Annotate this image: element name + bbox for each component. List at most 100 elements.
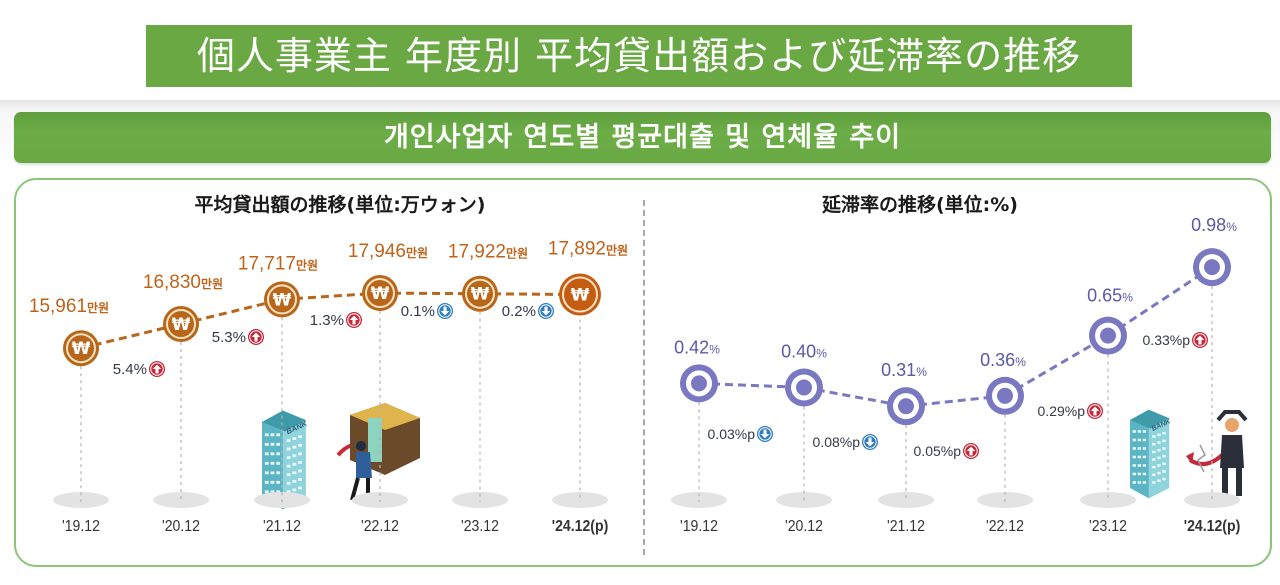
up-arrow-icon [1087, 403, 1103, 419]
bank-window [1157, 464, 1161, 467]
bank-window [276, 480, 281, 484]
coin-ring [465, 278, 495, 309]
bank-window [1152, 465, 1156, 469]
bank-window [286, 456, 291, 460]
badge-arrow [966, 446, 976, 456]
change-label: 0.1% [401, 303, 435, 320]
bank-window [1137, 447, 1142, 450]
delinquency-chart: '19.12 '20.12 '21.12 '22.12 '23.12 '24.12(p) 0… [671, 215, 1240, 535]
bank-window [1132, 438, 1136, 442]
bank-window [286, 447, 291, 451]
bank-window [1157, 479, 1161, 483]
bank-window [1142, 481, 1147, 484]
bank-window [286, 464, 291, 468]
badge-arrow [865, 437, 875, 447]
badge-arrow [152, 364, 162, 374]
bank-window [1157, 441, 1161, 444]
ring-center [997, 387, 1013, 404]
down-arrow-icon [862, 434, 878, 450]
money-band [368, 418, 382, 462]
stressed-businessman-icon [1186, 410, 1248, 496]
bank-window [264, 490, 269, 494]
korean-title-banner: 개인사업자 연도별 평균대출 및 연체율 추이 [14, 112, 1271, 163]
change-label: 5.3% [212, 329, 246, 346]
bank-window [1132, 430, 1136, 433]
badge-ring [964, 444, 978, 458]
target-ring-icon [1193, 248, 1231, 287]
bank-window [292, 488, 297, 492]
data-label: 0.31% [881, 360, 927, 380]
coin-outer [559, 273, 601, 316]
data-label: 17,946만원 [348, 241, 428, 262]
won-coin-icon: ₩ [362, 275, 398, 312]
bank-window [1162, 462, 1166, 466]
badge-arrow [1090, 406, 1100, 416]
ground-shadow [452, 492, 508, 508]
change-label: 0.29%p [1038, 403, 1086, 419]
data-label: 16,830만원 [143, 272, 223, 293]
badge-ring [1193, 333, 1207, 347]
bank-window [264, 461, 269, 465]
series-segment [1107, 265, 1213, 337]
ring-center [796, 379, 812, 396]
bank-window [1162, 447, 1166, 450]
ring-center [691, 375, 707, 392]
ring-center [1204, 259, 1220, 276]
bank-window [1152, 481, 1156, 484]
bank-window [1142, 464, 1147, 467]
bank-roof [1130, 409, 1170, 429]
badge-ring [758, 427, 772, 441]
bank-window [298, 486, 302, 490]
delinquency-chart-title: 延滞率の推移(単位:%) [821, 194, 1018, 216]
broken-link [1197, 444, 1206, 473]
bank-window [286, 481, 291, 485]
bank-window [1162, 431, 1166, 435]
red-arrow [1188, 453, 1224, 466]
x-tick-label: '20.12 [785, 517, 823, 535]
bank-window [1132, 455, 1136, 459]
data-label: 17,892만원 [548, 239, 628, 260]
coin-outer [462, 275, 498, 312]
bank-window [270, 490, 275, 494]
won-coin-icon: ₩ [264, 281, 300, 318]
coin-ring [267, 284, 297, 315]
target-ring-icon [986, 376, 1024, 415]
change-label: 0.2% [502, 303, 536, 320]
badge-arrow [541, 306, 551, 316]
bank-window [1142, 438, 1147, 442]
ground-shadow [552, 492, 608, 508]
x-tick-label: '23.12 [461, 517, 499, 535]
bank-window [1162, 454, 1166, 458]
target-ring-icon [785, 368, 823, 407]
bank-window [292, 462, 297, 466]
bank-window [264, 452, 269, 456]
down-arrow-icon [538, 303, 554, 319]
ground-shadow [352, 492, 408, 508]
badge-ring [438, 304, 452, 318]
data-label: 17,717만원 [238, 253, 318, 274]
bank-window [270, 433, 275, 437]
ground-shadow [1080, 492, 1136, 508]
loan-chart-title: 平均貸出額の推移(単位:万ウォン) [194, 194, 486, 216]
won-coin-icon: ₩ [163, 306, 199, 343]
money-top [350, 403, 420, 430]
coin-ring [562, 276, 598, 313]
bank-window [1152, 450, 1156, 454]
won-symbol: ₩ [471, 285, 490, 305]
man-legs [1222, 468, 1242, 496]
bank-window [270, 480, 275, 484]
ground-shadow [1184, 492, 1240, 508]
coin-ring [365, 278, 395, 309]
data-label: 15,961만원 [29, 296, 109, 317]
x-tick-label: '22.12 [361, 517, 399, 535]
bank-window [1157, 471, 1161, 475]
person-head [356, 441, 366, 451]
bank-window [1152, 435, 1156, 438]
bank-window [264, 433, 269, 437]
bank-window [292, 437, 297, 441]
person-carrying-money-icon [336, 403, 420, 501]
chart-divider [643, 200, 645, 555]
bank-window [1137, 464, 1142, 467]
bank-window [292, 454, 297, 458]
bank-window [1142, 447, 1147, 450]
